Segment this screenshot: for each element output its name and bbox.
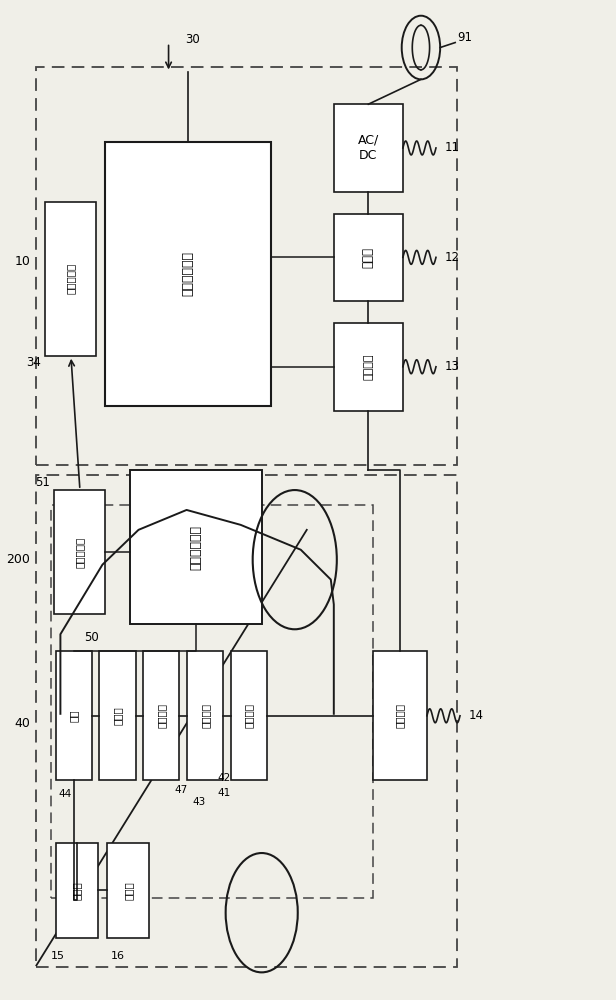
Text: 91: 91 <box>457 31 472 44</box>
Bar <box>231 651 267 780</box>
Text: 整流平滑: 整流平滑 <box>156 703 166 728</box>
Bar <box>51 505 373 898</box>
Text: 13: 13 <box>445 360 460 373</box>
Bar <box>129 470 262 624</box>
Text: 无线通信部: 无线通信部 <box>66 263 76 294</box>
Text: 谐振电路: 谐振电路 <box>200 703 210 728</box>
Text: 12: 12 <box>445 251 460 264</box>
Text: 受电线圈: 受电线圈 <box>244 703 254 728</box>
Text: 逆变器: 逆变器 <box>362 247 375 268</box>
Bar <box>36 475 457 967</box>
Text: 43: 43 <box>192 797 205 807</box>
Text: 11: 11 <box>445 141 460 154</box>
Text: 44: 44 <box>59 789 72 799</box>
Text: 逆变器: 逆变器 <box>71 881 82 900</box>
Text: 受电侧控制器: 受电侧控制器 <box>189 525 202 570</box>
Text: 200: 200 <box>7 553 30 566</box>
Text: 41: 41 <box>217 788 230 798</box>
Text: AC/
DC: AC/ DC <box>358 134 379 162</box>
Text: 14: 14 <box>469 709 484 722</box>
Bar <box>105 142 270 406</box>
Text: 送电侧控制器: 送电侧控制器 <box>182 251 195 296</box>
Text: 谐振电路: 谐振电路 <box>363 353 373 380</box>
Bar <box>55 651 92 780</box>
Text: 34: 34 <box>26 356 41 369</box>
Bar <box>54 490 105 614</box>
Text: 送电线圈: 送电线圈 <box>395 703 405 728</box>
Bar <box>107 843 149 938</box>
Text: 16: 16 <box>110 951 124 961</box>
Bar <box>334 214 403 301</box>
Text: 无线通信部: 无线通信部 <box>75 537 85 568</box>
Text: 30: 30 <box>185 33 200 46</box>
Bar <box>373 651 427 780</box>
Text: 47: 47 <box>174 785 187 795</box>
Text: 42: 42 <box>217 773 230 783</box>
Text: 继电器: 继电器 <box>113 706 123 725</box>
Bar <box>334 104 403 192</box>
Bar <box>187 651 223 780</box>
Text: 51: 51 <box>34 476 49 489</box>
Text: 15: 15 <box>51 951 65 961</box>
Text: 电动机: 电动机 <box>123 881 133 900</box>
Text: 40: 40 <box>15 717 30 730</box>
Bar <box>36 67 457 465</box>
Bar <box>144 651 179 780</box>
Bar <box>46 202 97 356</box>
Bar <box>99 651 136 780</box>
Bar <box>55 843 98 938</box>
Text: 10: 10 <box>15 255 30 268</box>
Text: 50: 50 <box>84 631 99 644</box>
Text: 电池: 电池 <box>68 710 79 722</box>
Bar <box>334 323 403 410</box>
